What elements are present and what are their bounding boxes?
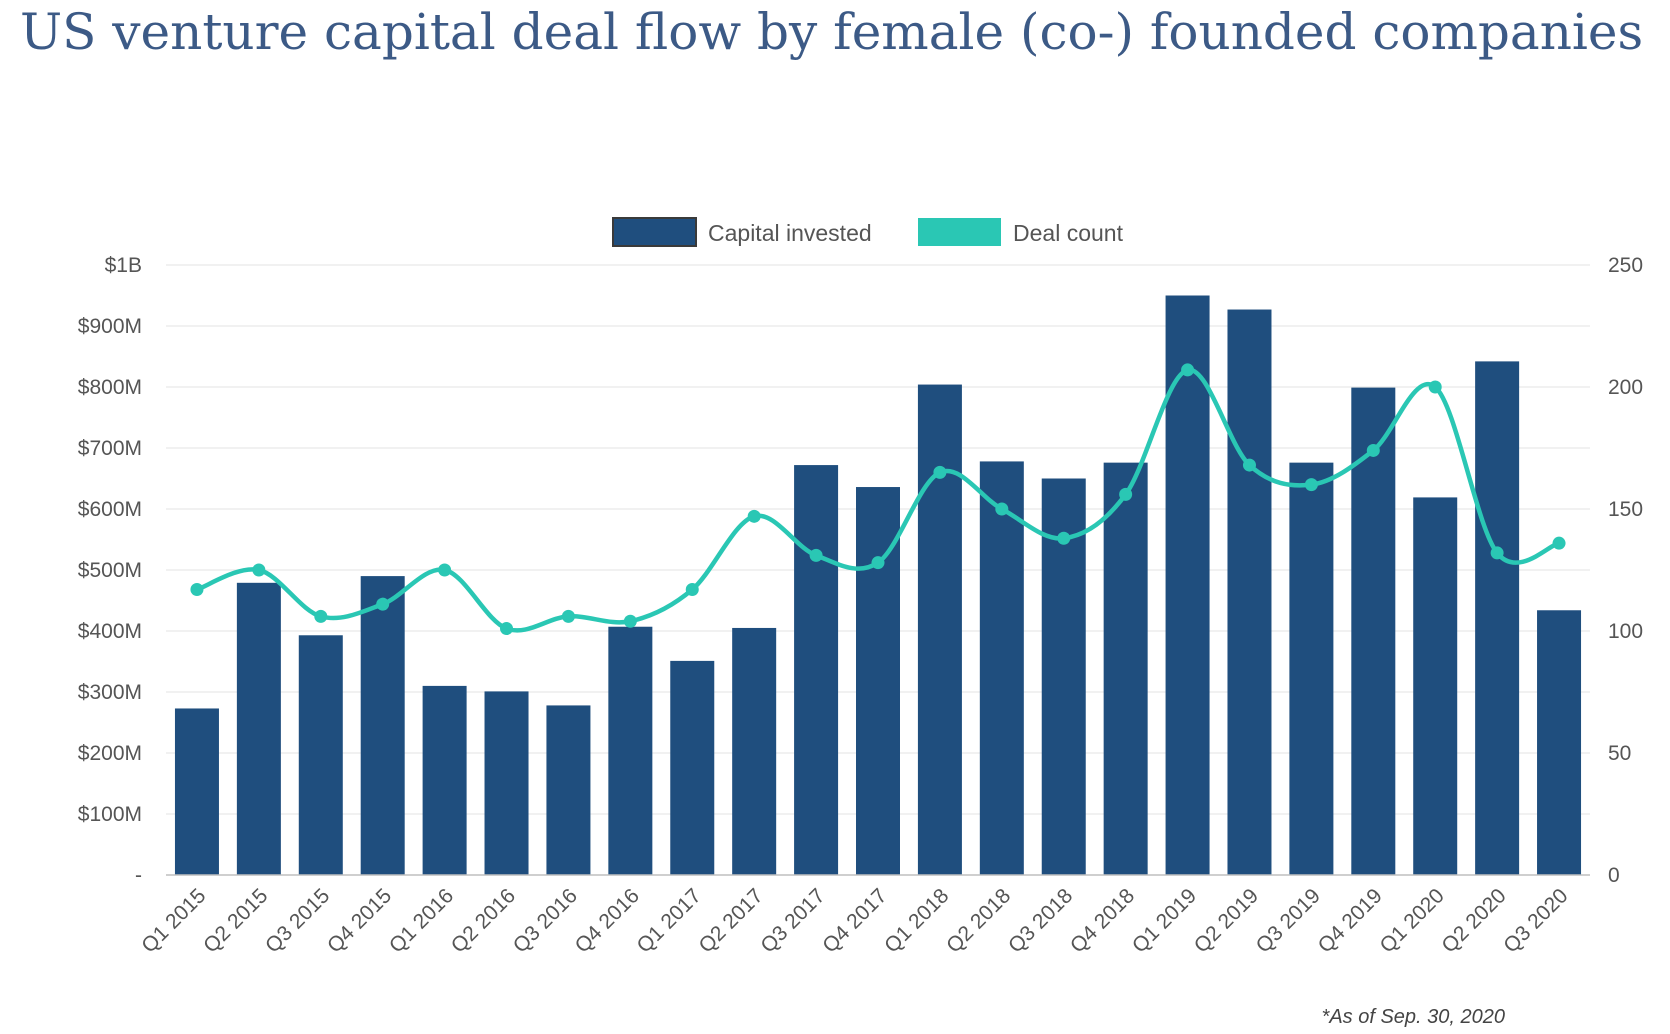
left-axis-tick-label: - — [135, 864, 142, 887]
left-axis-tick-label: $500M — [78, 559, 142, 582]
x-axis-tick-label: Q2 2017 — [694, 884, 767, 957]
deal-count-point — [623, 614, 637, 628]
footnote: *As of Sep. 30, 2020 — [1321, 1006, 1505, 1028]
left-axis-tick-label: $300M — [78, 681, 142, 704]
bar-capital-invested — [794, 465, 839, 875]
deal-count-point — [561, 609, 575, 623]
right-axis-tick-label: 250 — [1608, 254, 1643, 277]
legend-swatch-capital-invested — [612, 217, 697, 247]
deal-count-point — [438, 563, 452, 577]
x-axis-tick-label: Q4 2015 — [323, 884, 396, 957]
bar-capital-invested — [856, 487, 900, 875]
deal-count-point — [500, 622, 514, 636]
x-axis-tick-label: Q2 2020 — [1437, 884, 1510, 957]
bar-capital-invested — [360, 576, 405, 875]
deal-count-point — [190, 583, 204, 597]
deal-count-point — [1242, 458, 1256, 472]
bar-capital-invested — [1227, 309, 1272, 875]
legend-label-deal-count: Deal count — [1013, 220, 1124, 246]
right-axis-tick-label: 100 — [1608, 620, 1643, 643]
right-axis-tick-label: 150 — [1608, 498, 1643, 521]
bar-capital-invested — [298, 635, 343, 875]
bar-capital-invested — [484, 691, 529, 875]
left-axis-tick-label: $800M — [78, 376, 142, 399]
deal-count-point — [933, 465, 947, 479]
x-axis-tick-label: Q3 2018 — [1004, 884, 1077, 957]
x-axis-tick-label: Q1 2019 — [1128, 884, 1201, 957]
x-axis-tick-label: Q4 2019 — [1314, 884, 1387, 957]
bar-capital-invested — [546, 705, 591, 875]
deal-count-point — [1428, 380, 1442, 394]
x-axis-tick-label: Q2 2016 — [447, 884, 520, 957]
bar-capital-invested — [1475, 361, 1520, 875]
deal-count-point — [1181, 363, 1195, 377]
deal-count-point — [1304, 478, 1318, 492]
bar-capital-invested — [1289, 462, 1334, 875]
deal-count-point — [995, 502, 1009, 516]
right-axis-tick-label: 0 — [1608, 864, 1620, 887]
x-axis-tick-label: Q2 2018 — [942, 884, 1015, 957]
bar-capital-invested — [608, 626, 653, 875]
legend-label-capital-invested: Capital invested — [708, 220, 872, 246]
x-axis-tick-label: Q2 2019 — [1190, 884, 1263, 957]
x-axis-tick-label: Q4 2017 — [818, 884, 891, 957]
deal-count-point — [1552, 536, 1566, 550]
deal-count-point — [809, 548, 823, 562]
left-axis-tick-label: $700M — [78, 437, 142, 460]
x-axis-tick-label: Q2 2015 — [199, 884, 272, 957]
deal-count-point — [252, 563, 266, 577]
deal-count-point — [1119, 487, 1133, 501]
bar-capital-invested — [174, 708, 219, 875]
x-axis-tick-label: Q1 2020 — [1376, 884, 1449, 957]
bar-capital-invested — [1103, 462, 1148, 875]
deal-count-point — [376, 597, 390, 611]
bar-capital-invested — [236, 582, 281, 875]
x-axis-tick-label: Q3 2020 — [1499, 884, 1572, 957]
bar-capital-invested — [1537, 610, 1582, 875]
deal-count-point — [871, 556, 885, 570]
bar-capital-invested — [1413, 497, 1458, 875]
left-axis-tick-label: $900M — [78, 315, 142, 338]
left-axis-tick-label: $400M — [78, 620, 142, 643]
deal-count-point — [1366, 443, 1380, 457]
left-axis-tick-label: $100M — [78, 803, 142, 826]
x-axis-tick-label: Q4 2018 — [1066, 884, 1139, 957]
x-axis-tick-label: Q1 2017 — [633, 884, 706, 957]
right-axis-tick-label: 200 — [1608, 376, 1643, 399]
x-axis-tick-label: Q1 2016 — [385, 884, 458, 957]
x-axis-tick-label: Q1 2015 — [137, 884, 210, 957]
deal-count-point — [1057, 531, 1071, 545]
bar-capital-invested — [1165, 295, 1210, 875]
bar-capital-invested — [1351, 387, 1396, 875]
bar-capital-invested — [917, 384, 962, 875]
x-axis-tick-label: Q3 2019 — [1252, 884, 1325, 957]
chart-title: US venture capital deal flow by female (… — [20, 3, 1644, 61]
deal-count-point — [685, 583, 699, 597]
left-axis-tick-label: $600M — [78, 498, 142, 521]
deal-count-point — [747, 509, 761, 523]
x-axis-tick-label: Q4 2016 — [571, 884, 644, 957]
bar-capital-invested — [422, 685, 467, 875]
x-axis-tick-label: Q1 2018 — [880, 884, 953, 957]
bar-capital-invested — [670, 660, 715, 875]
right-axis-tick-label: 50 — [1608, 742, 1631, 765]
x-axis-tick-label: Q3 2017 — [756, 884, 829, 957]
legend-swatch-deal-count — [918, 218, 1001, 246]
x-axis-tick-label: Q3 2016 — [509, 884, 582, 957]
left-axis-tick-label: $200M — [78, 742, 142, 765]
bar-capital-invested — [979, 461, 1024, 875]
x-axis-tick-label: Q3 2015 — [261, 884, 334, 957]
deal-count-point — [314, 609, 328, 623]
left-axis-tick-label: $1B — [105, 254, 142, 277]
bar-capital-invested — [732, 627, 777, 875]
deal-count-point — [1490, 546, 1504, 560]
